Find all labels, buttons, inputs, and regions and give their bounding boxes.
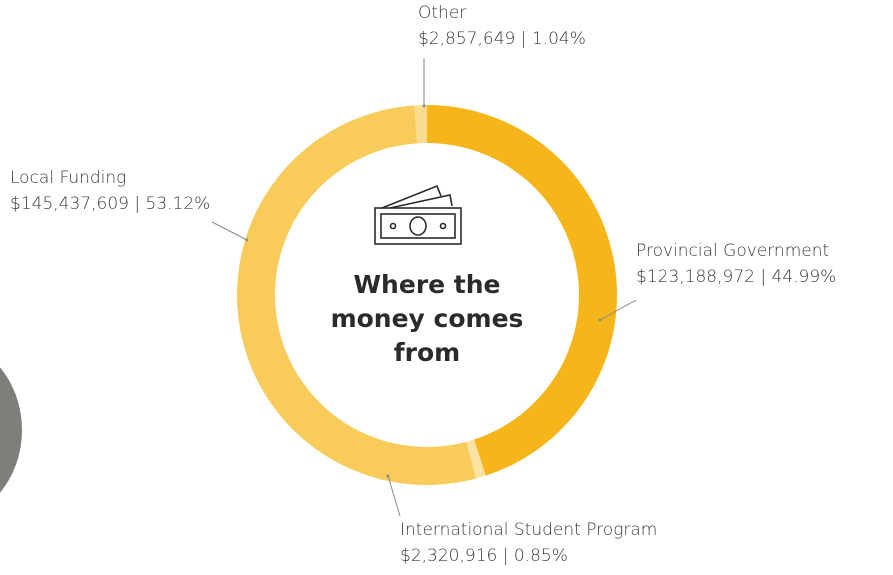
donut-slice <box>237 105 477 485</box>
slice-value-label: $2,320,916 | 0.85% <box>400 546 568 566</box>
leader-dot <box>245 238 249 242</box>
leader-line <box>211 221 248 241</box>
slice-label: Provincial Government <box>636 241 829 261</box>
donut-slice <box>466 439 486 479</box>
slice-label: Other <box>418 3 466 23</box>
money-icon <box>374 184 462 245</box>
slice-label: International Student Program <box>400 520 657 540</box>
center-title: Where the money comes from <box>330 270 524 367</box>
donut-slice <box>427 105 617 476</box>
slice-value-label: $145,437,609 | 53.12% <box>10 194 210 214</box>
photo <box>0 367 22 493</box>
leader-dot <box>422 104 426 108</box>
leader-dot <box>386 474 390 478</box>
slice-value-label: $2,857,649 | 1.04% <box>418 29 586 49</box>
leader-line <box>387 475 401 517</box>
slice-value-label: $123,188,972 | 44.99% <box>636 267 836 287</box>
leader-line <box>599 299 637 321</box>
slice-label: Local Funding <box>10 168 126 188</box>
donut-slice <box>414 105 427 144</box>
leader-dot <box>598 318 602 322</box>
